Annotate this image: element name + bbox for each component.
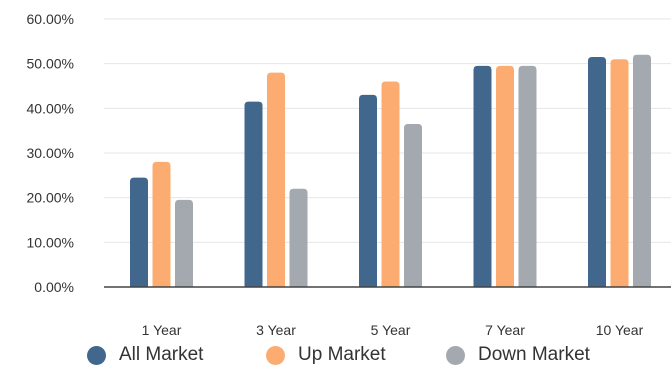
- legend: All Market Up Market Down Market: [0, 344, 671, 370]
- bar-all-market-5-year[interactable]: [359, 94, 377, 287]
- y-tick-label: 60.00%: [27, 11, 74, 27]
- bar-all-market-3-year[interactable]: [244, 101, 263, 287]
- legend-label-down-market: Down Market: [478, 344, 590, 365]
- x-category-label: 7 Year: [485, 322, 525, 338]
- bar-all-market-1-year[interactable]: [130, 177, 148, 287]
- x-category-label: 5 Year: [371, 322, 411, 338]
- legend-item-all-market[interactable]: All Market: [87, 344, 203, 366]
- legend-item-up-market[interactable]: Up Market: [266, 344, 386, 366]
- bar-up-market-7-year[interactable]: [496, 65, 514, 288]
- bar-down-market-1-year[interactable]: [175, 199, 193, 287]
- bar-up-market-5-year[interactable]: [381, 81, 400, 288]
- bar-up-market-1-year[interactable]: [152, 161, 171, 287]
- bar-all-market-7-year[interactable]: [473, 65, 492, 288]
- y-tick-label: 50.00%: [27, 56, 74, 72]
- down-market-dot-icon: [446, 345, 465, 365]
- legend-label-up-market: Up Market: [298, 344, 386, 365]
- y-tick-label: 40.00%: [27, 100, 74, 116]
- x-category-label: 1 Year: [142, 322, 182, 338]
- bar-chart: 0.00% 10.00% 20.00% 30.00% 40.00% 50.00% 60.00…: [27, 11, 671, 338]
- bar-up-market-10-year[interactable]: [610, 59, 629, 288]
- legend-item-down-market[interactable]: Down Market: [446, 344, 590, 366]
- bar-down-market-3-year[interactable]: [289, 188, 308, 287]
- x-category-label: 10 Year: [596, 322, 644, 338]
- y-axis-ticks: 0.00% 10.00% 20.00% 30.00% 40.00% 50.00% 60.00…: [27, 11, 74, 295]
- y-tick-label: 30.00%: [27, 145, 74, 161]
- bar-up-market-3-year[interactable]: [267, 72, 285, 287]
- x-category-label: 3 Year: [256, 322, 296, 338]
- legend-label-all-market: All Market: [119, 344, 204, 365]
- up-market-dot-icon: [266, 345, 285, 365]
- bar-down-market-7-year[interactable]: [518, 65, 537, 288]
- y-tick-label: 10.00%: [27, 234, 74, 250]
- bar-all-market-10-year[interactable]: [588, 56, 606, 287]
- y-tick-label: 0.00%: [34, 279, 74, 295]
- x-axis-labels: 1 Year 3 Year 5 Year 7 Year 10 Year: [142, 322, 644, 338]
- bar-down-market-10-year[interactable]: [633, 54, 651, 287]
- y-tick-label: 20.00%: [27, 190, 74, 206]
- bars: [130, 54, 651, 288]
- all-market-dot-icon: [87, 345, 106, 365]
- bar-down-market-5-year[interactable]: [404, 123, 422, 287]
